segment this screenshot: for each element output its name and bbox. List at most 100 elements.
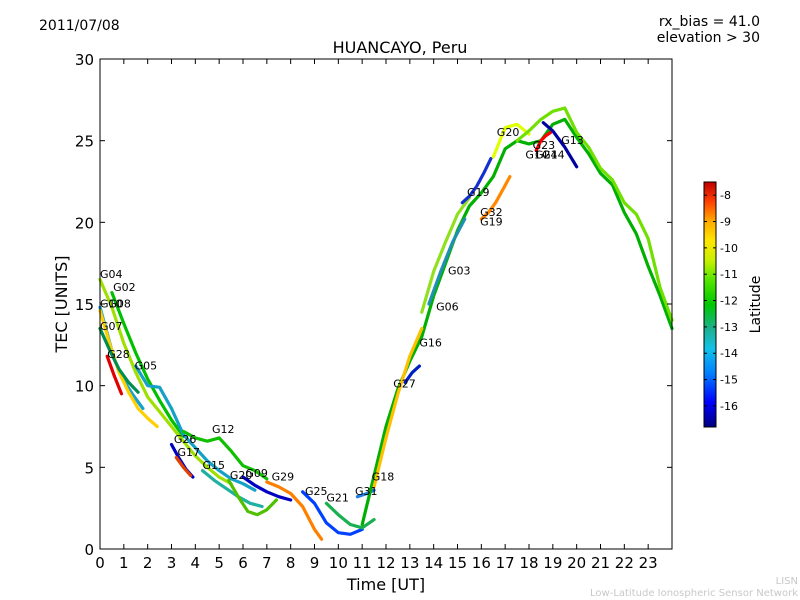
satellite-label: G09 <box>245 467 268 480</box>
x-tick-label: 23 <box>639 554 658 572</box>
series-line-g08 <box>98 308 159 429</box>
x-tick-label: 12 <box>376 554 395 572</box>
series-line-g23 <box>491 122 531 159</box>
x-tick-label: 20 <box>567 554 586 572</box>
colorbar-tick-label: -13 <box>720 321 738 334</box>
x-tick-label: 8 <box>286 554 296 572</box>
series-line-g04 <box>98 277 233 486</box>
series-line-g32 <box>479 175 512 221</box>
x-tick-label: 17 <box>496 554 515 572</box>
satellite-label: G20 <box>230 469 253 482</box>
satellite-label: G08 <box>108 297 131 310</box>
satellite-label: G14 <box>542 149 565 162</box>
y-tick-label: 5 <box>84 459 94 477</box>
series-line-g18 <box>360 117 674 527</box>
elevation-label: elevation > 30 <box>656 30 760 46</box>
satellite-label: G07 <box>100 320 123 333</box>
x-tick-label: 21 <box>591 554 610 572</box>
chart-title: HUANCAYO, Peru <box>332 38 468 57</box>
x-tick-label: 6 <box>238 554 248 572</box>
rx-bias-label: rx_bias = 41.0 <box>658 14 760 30</box>
satellite-label: G23 <box>533 139 556 152</box>
x-tick-label: 14 <box>424 554 443 572</box>
x-tick-label: 1 <box>119 554 129 572</box>
footer-network-abbrev: LISN <box>775 576 798 587</box>
series-line-g12 <box>181 429 269 481</box>
series-line-g28 <box>105 354 124 396</box>
colorbar-tick-label: -9 <box>720 216 731 229</box>
colorbar-tick-label: -12 <box>720 295 738 308</box>
x-tick-label: 22 <box>615 554 634 572</box>
satellite-label: G21 <box>326 492 349 505</box>
satellite-label: G03 <box>448 265 471 278</box>
x-tick-label: 16 <box>472 554 491 572</box>
y-tick-label: 0 <box>84 541 94 559</box>
series-line-g13 <box>515 106 674 322</box>
series-line-g25 <box>301 490 364 536</box>
colorbar-tick-label: -16 <box>720 400 738 413</box>
series-line-g19 <box>460 157 493 205</box>
x-tick-label: 0 <box>95 554 105 572</box>
x-tick-label: 5 <box>214 554 224 572</box>
x-tick-label: 3 <box>167 554 177 572</box>
footer-network-name: Low-Latitude Ionospheric Sensor Network <box>590 588 798 599</box>
satellite-label: G29 <box>272 470 295 483</box>
colorbar-tick-label: -10 <box>720 242 738 255</box>
series-line-g15 <box>200 469 264 509</box>
colorbar-tick-label: -11 <box>720 268 738 281</box>
satellite-label: G26 <box>174 433 197 446</box>
series-line-g07 <box>98 326 140 394</box>
series-line-g16 <box>403 364 421 384</box>
satellite-label: G02 <box>113 281 136 294</box>
satellite-label: G28 <box>107 348 130 361</box>
y-tick-label: 10 <box>75 378 94 396</box>
x-tick-label: 11 <box>353 554 372 572</box>
series-line-g14 <box>541 121 579 169</box>
y-axis-label: TEC [UNITS] <box>52 256 71 354</box>
series-line-g05 <box>134 364 257 492</box>
satellite-label: G20 <box>497 126 520 139</box>
satellite-label: G14 <box>525 149 548 162</box>
satellite-label: G31 <box>355 485 378 498</box>
y-tick-label: 20 <box>75 214 94 232</box>
satellite-label: G12 <box>212 423 235 436</box>
colorbar-label: Latitude <box>748 276 764 334</box>
satellite-label: G10 <box>100 297 123 310</box>
series-line-g02 <box>110 291 185 438</box>
satellite-label: G16 <box>419 337 442 350</box>
colorbar-tick-label: -15 <box>720 374 738 387</box>
satellite-label: G05 <box>135 359 158 372</box>
x-tick-label: 9 <box>310 554 320 572</box>
satellite-label: G04 <box>100 268 123 281</box>
satellite-label: G18 <box>372 470 395 483</box>
x-tick-label: 7 <box>262 554 272 572</box>
series-line-g29 <box>265 480 324 541</box>
satellite-label: G13 <box>561 134 584 147</box>
x-tick-label: 15 <box>448 554 467 572</box>
satellite-label: G19 <box>480 216 503 229</box>
series-line-g24 <box>534 130 553 153</box>
x-tick-label: 4 <box>191 554 201 572</box>
x-tick-label: 19 <box>543 554 562 572</box>
satellite-label: G32 <box>480 206 503 219</box>
series-line-g03 <box>420 196 471 314</box>
x-axis-label: Time [UT] <box>346 575 425 594</box>
colorbar-tick-label: -8 <box>720 189 731 202</box>
chart-date: 2011/07/08 <box>39 18 120 34</box>
y-tick-label: 15 <box>75 296 94 314</box>
satellite-label: G25 <box>305 485 328 498</box>
x-tick-label: 13 <box>400 554 419 572</box>
satellite-label: G15 <box>203 459 226 472</box>
y-tick-label: 25 <box>75 133 94 151</box>
series-line-g21 <box>324 501 376 530</box>
x-tick-label: 18 <box>519 554 538 572</box>
colorbar <box>703 181 717 428</box>
x-tick-label: 10 <box>329 554 348 572</box>
satellite-label: G17 <box>178 446 201 459</box>
series-line-g06 <box>427 217 467 306</box>
satellite-label: G24 <box>535 149 558 162</box>
x-tick-label: 2 <box>143 554 153 572</box>
satellite-label: G19 <box>467 186 490 199</box>
series-line-g09 <box>241 475 293 502</box>
